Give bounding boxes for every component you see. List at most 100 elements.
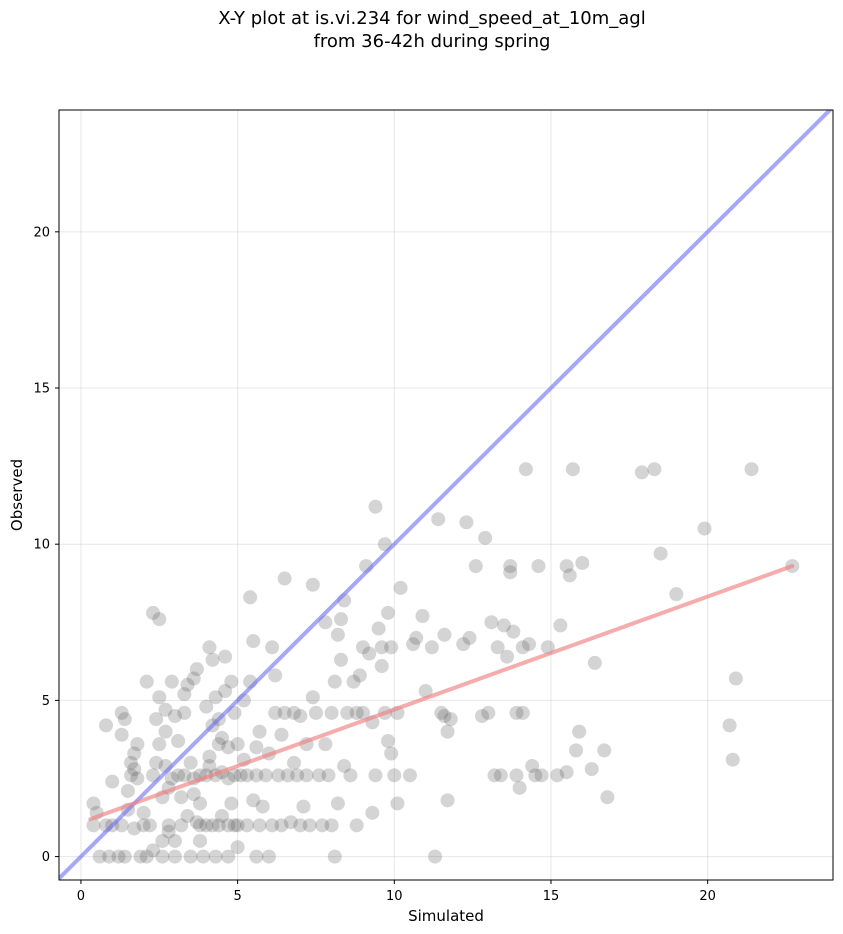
scatter-point	[246, 634, 261, 649]
scatter-point	[202, 640, 217, 655]
scatter-point	[205, 652, 220, 667]
scatter-point	[158, 702, 173, 717]
scatter-point	[174, 790, 189, 805]
scatter-point	[565, 462, 580, 477]
scatter-point	[424, 640, 439, 655]
scatter-point	[155, 833, 170, 848]
x-tick-label: 10	[386, 889, 403, 904]
scatter-point	[456, 637, 471, 652]
scatter-point	[725, 752, 740, 767]
scatter-point	[647, 462, 662, 477]
scatter-point	[390, 796, 405, 811]
scatter-point	[221, 740, 236, 755]
scatter-point	[308, 705, 323, 720]
scatter-point	[653, 546, 668, 561]
scatter-point	[481, 705, 496, 720]
scatter-point	[440, 793, 455, 808]
scatter-point	[211, 818, 226, 833]
scatter-point	[221, 818, 236, 833]
y-tick-label: 20	[33, 225, 50, 240]
scatter-point	[318, 737, 333, 752]
scatter-point	[531, 559, 546, 574]
scatter-point	[227, 818, 242, 833]
scatter-point	[575, 555, 590, 570]
scatter-point	[327, 849, 342, 864]
scatter-point	[252, 818, 267, 833]
scatter-point	[102, 849, 117, 864]
scatter-point	[722, 718, 737, 733]
scatter-point	[371, 621, 386, 636]
scatter-point	[152, 690, 167, 705]
scatter-point	[330, 627, 345, 642]
scatter-point	[484, 615, 499, 630]
scatter-point	[274, 727, 289, 742]
scatter-point	[728, 671, 743, 686]
scatter-point	[224, 796, 239, 811]
scatter-point	[437, 709, 452, 724]
scatter-point	[111, 849, 126, 864]
scatter-point	[167, 833, 182, 848]
scatter-point	[393, 580, 408, 595]
scatter-point	[290, 768, 305, 783]
axis-ticks: 0 5 10 15 20 0 5 10 15 20	[33, 225, 715, 904]
plot-frame	[58, 109, 834, 881]
scatter-point	[283, 815, 298, 830]
scatter-point	[287, 755, 302, 770]
chart-title-line-1: X-Y plot at is.vi.234 for wind_speed_at_…	[218, 8, 645, 29]
scatter-point	[214, 730, 229, 745]
scatter-point	[155, 849, 170, 864]
scatter-point	[587, 655, 602, 670]
scatter-point	[92, 849, 107, 864]
identity-line	[59, 110, 833, 880]
scatter-point	[174, 818, 189, 833]
scatter-point	[487, 768, 502, 783]
scatter-point	[246, 793, 261, 808]
scatter-point	[293, 818, 308, 833]
scatter-point	[337, 758, 352, 773]
scatter-point	[374, 659, 389, 674]
scatter-point	[146, 605, 161, 620]
x-axis-label: Simulated	[408, 907, 484, 925]
y-axis-label: Observed	[8, 459, 26, 531]
scatter-point	[167, 709, 182, 724]
data-points	[86, 462, 800, 864]
scatter-point	[280, 768, 295, 783]
scatter-point	[240, 818, 255, 833]
scatter-point	[120, 783, 135, 798]
scatter-point	[258, 768, 273, 783]
scatter-point	[193, 833, 208, 848]
scatter-point	[189, 815, 204, 830]
scatter-point	[305, 690, 320, 705]
scatter-point	[355, 640, 370, 655]
scatter-point	[443, 712, 458, 727]
scatter-point	[559, 765, 574, 780]
scatter-point	[199, 699, 214, 714]
scatter-point	[381, 733, 396, 748]
scatter-point	[384, 746, 399, 761]
scatter-point	[167, 849, 182, 864]
scatter-point	[490, 640, 505, 655]
scatter-point	[525, 758, 540, 773]
scatter-point	[271, 768, 286, 783]
scatter-point	[249, 768, 264, 783]
y-tick-label: 5	[42, 694, 50, 709]
scatter-point	[522, 637, 537, 652]
y-tick-label: 15	[33, 382, 50, 397]
scatter-point	[133, 849, 148, 864]
scatter-point	[230, 840, 245, 855]
scatter-point	[509, 705, 524, 720]
scatter-point	[202, 758, 217, 773]
scatter-point	[117, 712, 132, 727]
scatter-point	[515, 705, 530, 720]
scatter-point	[493, 768, 508, 783]
scatter-point	[186, 787, 201, 802]
scatter-point	[268, 668, 283, 683]
scatter-point	[208, 849, 223, 864]
scatter-point	[221, 849, 236, 864]
scatter-point	[368, 768, 383, 783]
scatter-point	[208, 690, 223, 705]
scatter-point	[340, 705, 355, 720]
scatter-point	[330, 796, 345, 811]
scatter-point	[406, 637, 421, 652]
scatter-point	[117, 849, 132, 864]
